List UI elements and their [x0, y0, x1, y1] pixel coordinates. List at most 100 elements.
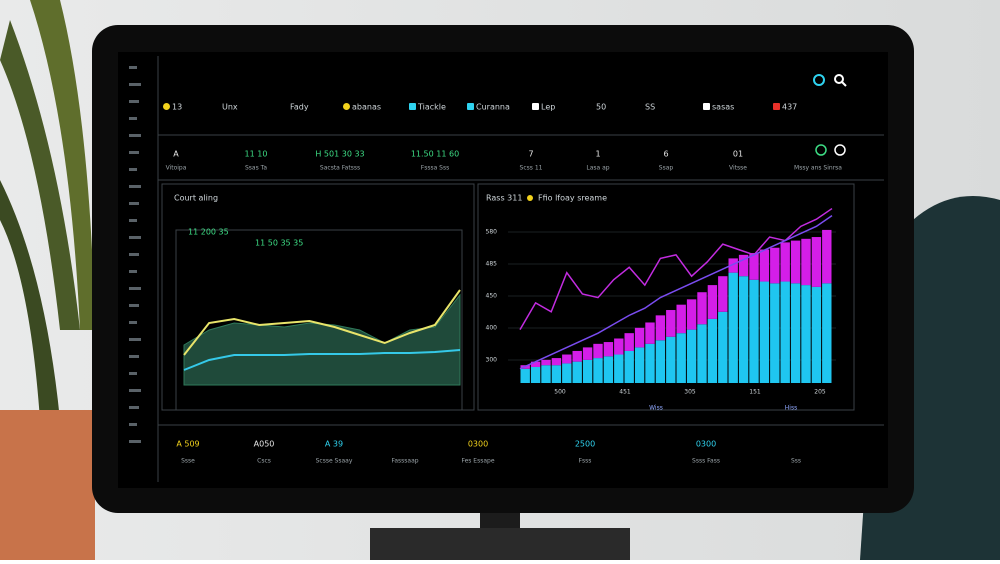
sidebar-item: [129, 406, 139, 409]
sidebar-item: [129, 287, 141, 290]
right-chart-legend: Ffio lfoay sreame: [538, 194, 607, 203]
bar: [624, 333, 634, 351]
x-tick-label: 500: [554, 389, 566, 396]
kpi-label: Fsssa Sss: [421, 165, 449, 172]
bar: [822, 283, 832, 383]
bar: [770, 283, 780, 383]
stat-label: Fsss: [579, 458, 592, 465]
bar: [811, 237, 822, 287]
bar: [801, 285, 811, 383]
bar: [790, 283, 801, 383]
kpi-label: Ssas Ta: [245, 165, 267, 172]
bar: [572, 361, 582, 383]
bar: [582, 347, 593, 360]
bar: [582, 359, 593, 383]
kpi-label: Lasa ap: [586, 165, 609, 172]
sidebar-item: [129, 117, 137, 120]
nav-item[interactable]: Fady: [290, 103, 309, 112]
pot: [0, 410, 95, 560]
kpi-value: 6: [663, 150, 668, 159]
y-tick-label: 400: [486, 325, 498, 332]
bar: [541, 365, 551, 383]
sidebar-item: [129, 423, 137, 426]
nav-item[interactable]: 13: [172, 103, 182, 112]
sidebar-item: [129, 236, 141, 239]
bar: [718, 276, 728, 312]
stat-value: 0300: [696, 440, 716, 449]
bar: [697, 292, 707, 325]
bar: [655, 315, 666, 341]
line: [183, 349, 461, 371]
bar: [811, 286, 822, 383]
bar: [614, 338, 624, 355]
nav-item[interactable]: Unx: [222, 103, 238, 112]
bar: [707, 318, 718, 383]
sidebar-item: [129, 253, 139, 256]
y-tick-label: 485: [486, 261, 498, 268]
nav-icon: [467, 103, 474, 110]
legend: 11 200 35: [188, 228, 229, 237]
bar: [530, 366, 541, 383]
nav-item[interactable]: Tiackle: [417, 103, 446, 112]
bar: [541, 359, 551, 366]
bar: [790, 240, 801, 284]
bar: [738, 254, 749, 277]
legend: 11 50 35 35: [255, 239, 303, 248]
bar: [686, 299, 697, 330]
icon[interactable]: [813, 74, 825, 86]
stat-value: A 509: [176, 440, 199, 449]
bar: [749, 279, 759, 383]
search-icon[interactable]: [834, 74, 844, 84]
bar: [759, 249, 770, 282]
nav-icon: [703, 103, 710, 110]
bar: [634, 347, 645, 383]
bar: [520, 368, 530, 383]
bar: [780, 242, 790, 282]
nav-icon: [343, 103, 350, 110]
kpi-label: Vitoipa: [166, 165, 187, 172]
kpi-label: Vitsse: [729, 165, 747, 172]
nav-icon: [532, 103, 539, 110]
nav-icon: [163, 103, 170, 110]
bar: [655, 340, 666, 383]
right-chart-title: Rass 311: [486, 194, 522, 203]
bar: [738, 276, 749, 383]
nav-item[interactable]: sasas: [712, 103, 734, 112]
bar: [551, 365, 562, 383]
sidebar-item: [129, 355, 139, 358]
sidebar-item: [129, 185, 141, 188]
kpi-value: 01: [733, 150, 743, 159]
kpi-label: Scss 11: [520, 165, 543, 172]
bar: [666, 336, 676, 383]
sidebar-item: [129, 100, 139, 103]
bar: [603, 342, 614, 357]
bar: [645, 322, 655, 344]
bar: [707, 285, 718, 319]
y-tick-label: 580: [486, 229, 498, 236]
x-tick-label: 305: [684, 389, 696, 396]
nav-item[interactable]: abanas: [352, 103, 381, 112]
kpi-check: [815, 144, 827, 156]
nav-item[interactable]: SS: [645, 103, 655, 112]
bar: [562, 354, 572, 364]
bar: [801, 238, 811, 286]
sidebar-item: [129, 440, 141, 443]
sidebar: [129, 66, 141, 443]
nav-item[interactable]: 437: [782, 103, 797, 112]
sidebar-item: [129, 202, 139, 205]
search-icon[interactable]: [841, 81, 847, 87]
kpi-label: Sacsta Fatsss: [320, 165, 360, 172]
line: [519, 215, 833, 370]
nav-item[interactable]: 50: [596, 103, 606, 112]
stat-label: Fasssaap: [391, 458, 418, 465]
stat-value: A050: [254, 440, 275, 449]
sidebar-item: [129, 219, 137, 222]
desk: [370, 528, 630, 560]
sidebar-item: [129, 66, 137, 69]
nav-item[interactable]: Curanna: [476, 103, 510, 112]
nav-item[interactable]: Lep: [541, 103, 555, 112]
sidebar-item: [129, 83, 141, 86]
kpi-label: Mssy ans Sinrsa: [794, 165, 842, 172]
x-tick-label: 451: [619, 389, 631, 396]
